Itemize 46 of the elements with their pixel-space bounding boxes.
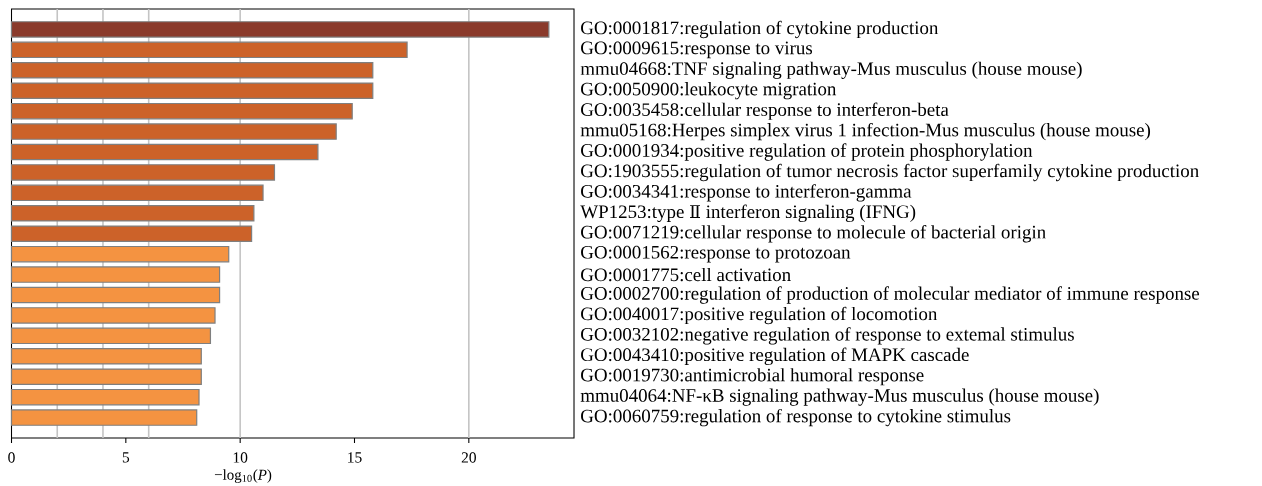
bar [10,164,276,181]
y-tick-label: GO:0001775:cell activation [581,267,791,282]
y-tick-label: GO:0035458:cellular response to interferon-beta [581,102,949,120]
y-tick-label: GO:1903555:regulation of tumor necrosis factor superfamily cytokine production [581,163,1199,182]
bar [10,184,264,202]
x-tick-label: 0 [8,452,15,463]
bar [10,348,202,365]
y-tick-label: GO:0040017:positive regulation of locomotion [581,306,938,325]
y-tick-label: GO:0043410:positive regulation of MAPK cascade [581,347,969,365]
bar [10,82,374,99]
y-tick-label: mmu04064:NF-κB signaling pathway-Mus musculus (house mouse) [580,388,1099,406]
bar [10,102,353,120]
bar [10,123,337,140]
y-tick-label: GO:0009615:response to virus [581,41,813,59]
y-tick-label: WP1253:type Ⅱ interferon signaling (IFNG) [580,204,916,222]
x-tick-label: 5 [122,452,130,463]
bar [10,307,216,324]
bar [10,143,319,161]
y-tick-label: GO:0060759:regulation of response to cytokine stimulus [581,408,1011,427]
x-axis-title: −log$_{10}$(P) [214,469,272,483]
bar [10,409,198,426]
bar [10,388,200,406]
x-tick-label: 15 [348,452,362,463]
y-tick-label: mmu05168:Herpes simplex virus 1 infection-Mus musculus (house mouse) [580,122,1151,141]
y-tick-label: mmu04668:TNF signaling pathway-Mus musculus (house mouse) [580,61,1082,79]
bar [10,245,230,263]
y-tick-label: GO:0001562:response to protozoan [581,245,851,263]
bar [10,21,550,38]
bar [10,62,374,79]
bar [10,368,202,385]
y-tick-label: GO:0019730:antimicrobial humoral response [581,368,924,386]
y-tick-label: GO:0071219:cellular response to molecule of bacterial origin [581,225,1046,243]
y-tick-label: GO:0032102:negative regulation of response to extemal stimulus [581,327,1074,345]
y-tick-label: GO:0034341:response to interferon-gamma [581,184,912,202]
bar [10,205,255,222]
x-tick-label: 20 [461,452,476,463]
y-tick-label: GO:0050900:leukocyte migration [581,82,837,100]
x-tick-label: 10 [233,452,248,463]
y-tick-label: GO:0001817:regulation of cytokine production [581,20,939,39]
y-tick-label: GO:0002700:regulation of production of molecular mediator of immune response [581,286,1200,304]
y-tick-label: GO:0001934:positive regulation of protein phosphorylation [581,143,1033,161]
bar [10,225,253,242]
bar [10,327,212,345]
bar [10,286,221,304]
bar [10,41,408,59]
bar [10,266,221,283]
